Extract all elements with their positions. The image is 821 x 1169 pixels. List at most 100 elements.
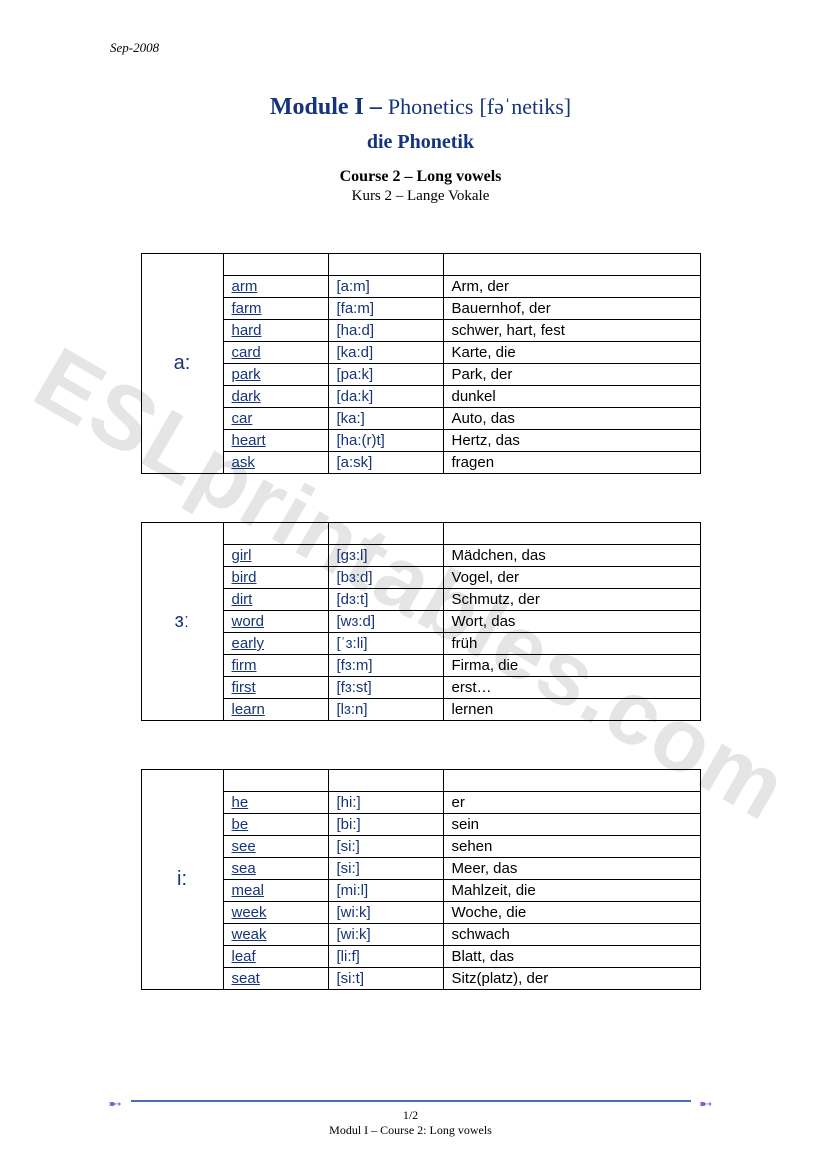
ipa-cell: [li:f] — [328, 946, 443, 968]
ipa-cell: [ha:(r)t] — [328, 430, 443, 452]
translation-cell: Bauernhof, der — [443, 298, 700, 320]
word-cell[interactable]: dark — [223, 386, 328, 408]
word-cell[interactable]: word — [223, 611, 328, 633]
table-row: girl[gɜ:l]Mädchen, das — [141, 545, 700, 567]
ipa-cell: [si:] — [328, 858, 443, 880]
table-row: leaf[li:f]Blatt, das — [141, 946, 700, 968]
table-row: card[ka:d]Karte, die — [141, 342, 700, 364]
ipa-cell: [a:m] — [328, 276, 443, 298]
translation-cell: Park, der — [443, 364, 700, 386]
tables-container: a:arm[a:m]Arm, derfarm[fa:m]Bauernhof, d… — [110, 253, 731, 990]
translation-cell: lernen — [443, 699, 700, 721]
translation-cell: Mädchen, das — [443, 545, 700, 567]
translation-cell: Hertz, das — [443, 430, 700, 452]
course-subtitle: Kurs 2 – Lange Vokale — [110, 188, 731, 205]
ipa-cell: [hi:] — [328, 792, 443, 814]
table-row: seat[si:t]Sitz(platz), der — [141, 968, 700, 990]
word-cell[interactable]: early — [223, 633, 328, 655]
table-header-cell — [223, 770, 328, 792]
translation-cell: sehen — [443, 836, 700, 858]
word-cell[interactable]: sea — [223, 858, 328, 880]
translation-cell: Woche, die — [443, 902, 700, 924]
phonetics-table: a:arm[a:m]Arm, derfarm[fa:m]Bauernhof, d… — [141, 253, 701, 474]
translation-cell: Wort, das — [443, 611, 700, 633]
table-row: heart[ha:(r)t]Hertz, das — [141, 430, 700, 452]
word-cell[interactable]: seat — [223, 968, 328, 990]
vowel-cell: a: — [141, 254, 223, 474]
translation-cell: Auto, das — [443, 408, 700, 430]
translation-cell: schwach — [443, 924, 700, 946]
ipa-cell: [gɜ:l] — [328, 545, 443, 567]
translation-cell: Arm, der — [443, 276, 700, 298]
table-header-cell — [328, 523, 443, 545]
word-cell[interactable]: arm — [223, 276, 328, 298]
ipa-cell: [dɜ:t] — [328, 589, 443, 611]
table-row: dark[da:k]dunkel — [141, 386, 700, 408]
word-cell[interactable]: bird — [223, 567, 328, 589]
word-cell[interactable]: weak — [223, 924, 328, 946]
word-cell[interactable]: hard — [223, 320, 328, 342]
word-cell[interactable]: meal — [223, 880, 328, 902]
table-row: bird[bɜ:d]Vogel, der — [141, 567, 700, 589]
title-sub: Phonetics — [388, 94, 474, 119]
table-row: firm[fɜ:m]Firma, die — [141, 655, 700, 677]
ipa-cell: [ka:d] — [328, 342, 443, 364]
table-row: dirt[dɜ:t]Schmutz, der — [141, 589, 700, 611]
word-cell[interactable]: card — [223, 342, 328, 364]
ipa-cell: [bi:] — [328, 814, 443, 836]
course-title: Course 2 – Long vowels — [110, 168, 731, 186]
word-cell[interactable]: park — [223, 364, 328, 386]
phonetics-table: i:he[hi:]erbe[bi:]seinsee[si:]sehensea[s… — [141, 769, 701, 990]
translation-cell: Meer, das — [443, 858, 700, 880]
page-footer: ➸ ➸ 1/2 Modul I – Course 2: Long vowels — [0, 1100, 821, 1139]
ipa-cell: [ha:d] — [328, 320, 443, 342]
title-main: Module I – — [270, 94, 382, 120]
ipa-cell: [fa:m] — [328, 298, 443, 320]
table-header-cell — [223, 523, 328, 545]
word-cell[interactable]: he — [223, 792, 328, 814]
table-row: be[bi:]sein — [141, 814, 700, 836]
table-row: arm[a:m]Arm, der — [141, 276, 700, 298]
ipa-cell: [a:sk] — [328, 452, 443, 474]
table-row: weak[wi:k]schwach — [141, 924, 700, 946]
ipa-cell: [lɜ:n] — [328, 699, 443, 721]
word-cell[interactable]: farm — [223, 298, 328, 320]
table-row: hard[ha:d]schwer, hart, fest — [141, 320, 700, 342]
table-row: learn[lɜ:n]lernen — [141, 699, 700, 721]
ipa-cell: [wi:k] — [328, 924, 443, 946]
word-cell[interactable]: dirt — [223, 589, 328, 611]
phonetics-table: ɜːgirl[gɜ:l]Mädchen, dasbird[bɜ:d]Vogel,… — [141, 522, 701, 721]
word-cell[interactable]: see — [223, 836, 328, 858]
table-row: word[wɜ:d]Wort, das — [141, 611, 700, 633]
table-row: week[wi:k]Woche, die — [141, 902, 700, 924]
word-cell[interactable]: be — [223, 814, 328, 836]
table-row: park[pa:k]Park, der — [141, 364, 700, 386]
table-header-cell — [443, 523, 700, 545]
table-header-cell — [443, 254, 700, 276]
table-header-cell — [328, 254, 443, 276]
translation-cell: fragen — [443, 452, 700, 474]
word-cell[interactable]: first — [223, 677, 328, 699]
word-cell[interactable]: firm — [223, 655, 328, 677]
translation-cell: Schmutz, der — [443, 589, 700, 611]
word-cell[interactable]: car — [223, 408, 328, 430]
word-cell[interactable]: learn — [223, 699, 328, 721]
translation-cell: früh — [443, 633, 700, 655]
ipa-cell: [ˈɜ:li] — [328, 633, 443, 655]
translation-cell: Sitz(platz), der — [443, 968, 700, 990]
ipa-cell: [wi:k] — [328, 902, 443, 924]
arrow-left-icon: ➸ — [109, 1094, 122, 1114]
word-cell[interactable]: week — [223, 902, 328, 924]
word-cell[interactable]: leaf — [223, 946, 328, 968]
ipa-cell: [bɜ:d] — [328, 567, 443, 589]
word-cell[interactable]: girl — [223, 545, 328, 567]
translation-cell: dunkel — [443, 386, 700, 408]
word-cell[interactable]: ask — [223, 452, 328, 474]
footer-caption: Modul I – Course 2: Long vowels — [0, 1123, 821, 1139]
translation-cell: Firma, die — [443, 655, 700, 677]
vowel-cell: i: — [141, 770, 223, 990]
arrow-right-icon: ➸ — [699, 1094, 712, 1114]
word-cell[interactable]: heart — [223, 430, 328, 452]
footer-page-number: 1/2 — [0, 1108, 821, 1124]
translation-cell: Vogel, der — [443, 567, 700, 589]
